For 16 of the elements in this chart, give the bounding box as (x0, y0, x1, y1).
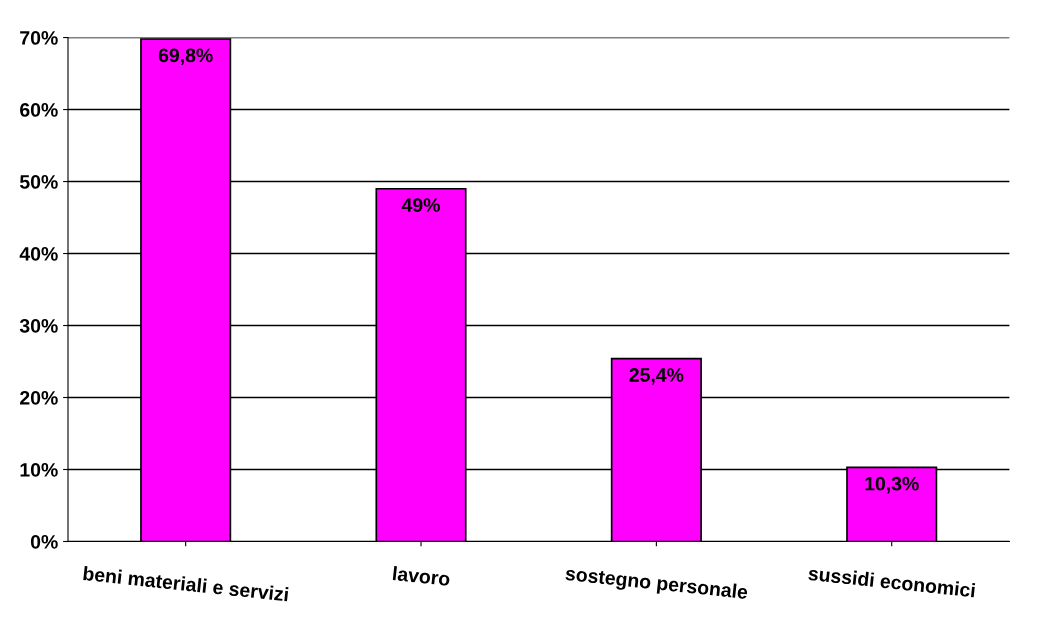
x-tick-label: beni materiali e servizi (83, 565, 289, 602)
data-label: 49% (401, 198, 440, 212)
data-label: 25,4% (629, 368, 684, 385)
y-tick-label: 20% (20, 390, 58, 405)
y-tick-label: 0% (30, 534, 58, 549)
y-tick-label: 10% (20, 462, 58, 477)
y-tick-label: 70% (20, 31, 58, 45)
data-label: 69,8% (158, 48, 213, 66)
y-tick-label: 30% (19, 318, 58, 333)
data-label: 10,3% (865, 476, 919, 494)
x-tick-label: sussidi economici (808, 565, 976, 598)
y-tick-label: 40% (19, 247, 58, 261)
y-tick-label: 60% (20, 103, 58, 117)
x-tick-label: lavoro (392, 565, 451, 587)
y-tick-label: 50% (19, 175, 58, 189)
x-tick-label: sostegno personale (564, 565, 749, 604)
